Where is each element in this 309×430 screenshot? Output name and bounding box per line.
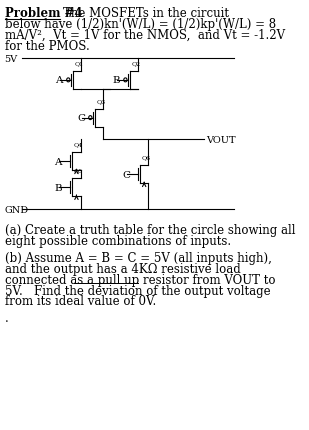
Text: for the PMOS.: for the PMOS. xyxy=(5,40,89,53)
Text: mA/V²,  Vt = 1V for the NMOS,  and Vt = -1.2V: mA/V², Vt = 1V for the NMOS, and Vt = -1… xyxy=(5,29,285,42)
Text: A: A xyxy=(55,76,63,85)
Text: and the output has a 4KΩ resistive load: and the output has a 4KΩ resistive load xyxy=(5,262,240,275)
Text: Q2: Q2 xyxy=(132,61,141,66)
Text: (b) Assume A = B = C = 5V (all inputs high),: (b) Assume A = B = C = 5V (all inputs hi… xyxy=(5,251,272,264)
Text: (a) Create a truth table for the circle showing all: (a) Create a truth table for the circle … xyxy=(5,224,295,236)
Text: from its ideal value of 0V.: from its ideal value of 0V. xyxy=(5,295,156,308)
Text: connected as a pull up resistor from VOUT to: connected as a pull up resistor from VOU… xyxy=(5,273,275,286)
Text: Q4: Q4 xyxy=(74,142,83,147)
Text: The MOSFETs in the circuit: The MOSFETs in the circuit xyxy=(63,7,229,20)
Text: 5V: 5V xyxy=(5,54,18,63)
Text: .: . xyxy=(5,312,8,325)
Text: B: B xyxy=(112,76,120,85)
Text: Problem #4: Problem #4 xyxy=(5,7,82,20)
Text: A: A xyxy=(54,157,62,166)
Text: eight possible combinations of inputs.: eight possible combinations of inputs. xyxy=(5,234,231,247)
Text: below have (1/2)kn'(W/L) = (1/2)kp'(W/L) = 8: below have (1/2)kn'(W/L) = (1/2)kp'(W/L)… xyxy=(5,18,276,31)
Text: C: C xyxy=(122,170,130,179)
Text: Q5: Q5 xyxy=(74,168,83,173)
Text: Q1: Q1 xyxy=(75,61,84,66)
Text: Q3: Q3 xyxy=(97,98,106,104)
Text: Q6: Q6 xyxy=(142,155,151,160)
Text: GND: GND xyxy=(5,205,29,214)
Text: C: C xyxy=(77,114,85,123)
Text: VOUT: VOUT xyxy=(206,136,236,144)
Text: 5V.   Find the deviation of the output voltage: 5V. Find the deviation of the output vol… xyxy=(5,284,270,297)
Text: B: B xyxy=(54,183,62,192)
